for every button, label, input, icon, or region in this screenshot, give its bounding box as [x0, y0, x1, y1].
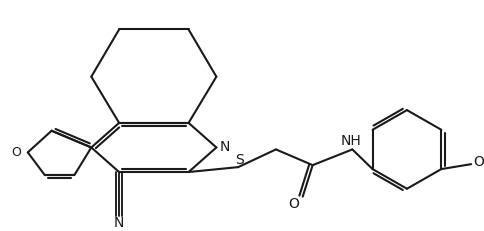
- Text: N: N: [219, 140, 229, 155]
- Text: NH: NH: [340, 134, 361, 148]
- Text: O: O: [288, 198, 299, 211]
- Text: O: O: [11, 146, 21, 159]
- Text: N: N: [114, 216, 124, 230]
- Text: S: S: [234, 153, 243, 167]
- Text: O: O: [473, 155, 484, 169]
